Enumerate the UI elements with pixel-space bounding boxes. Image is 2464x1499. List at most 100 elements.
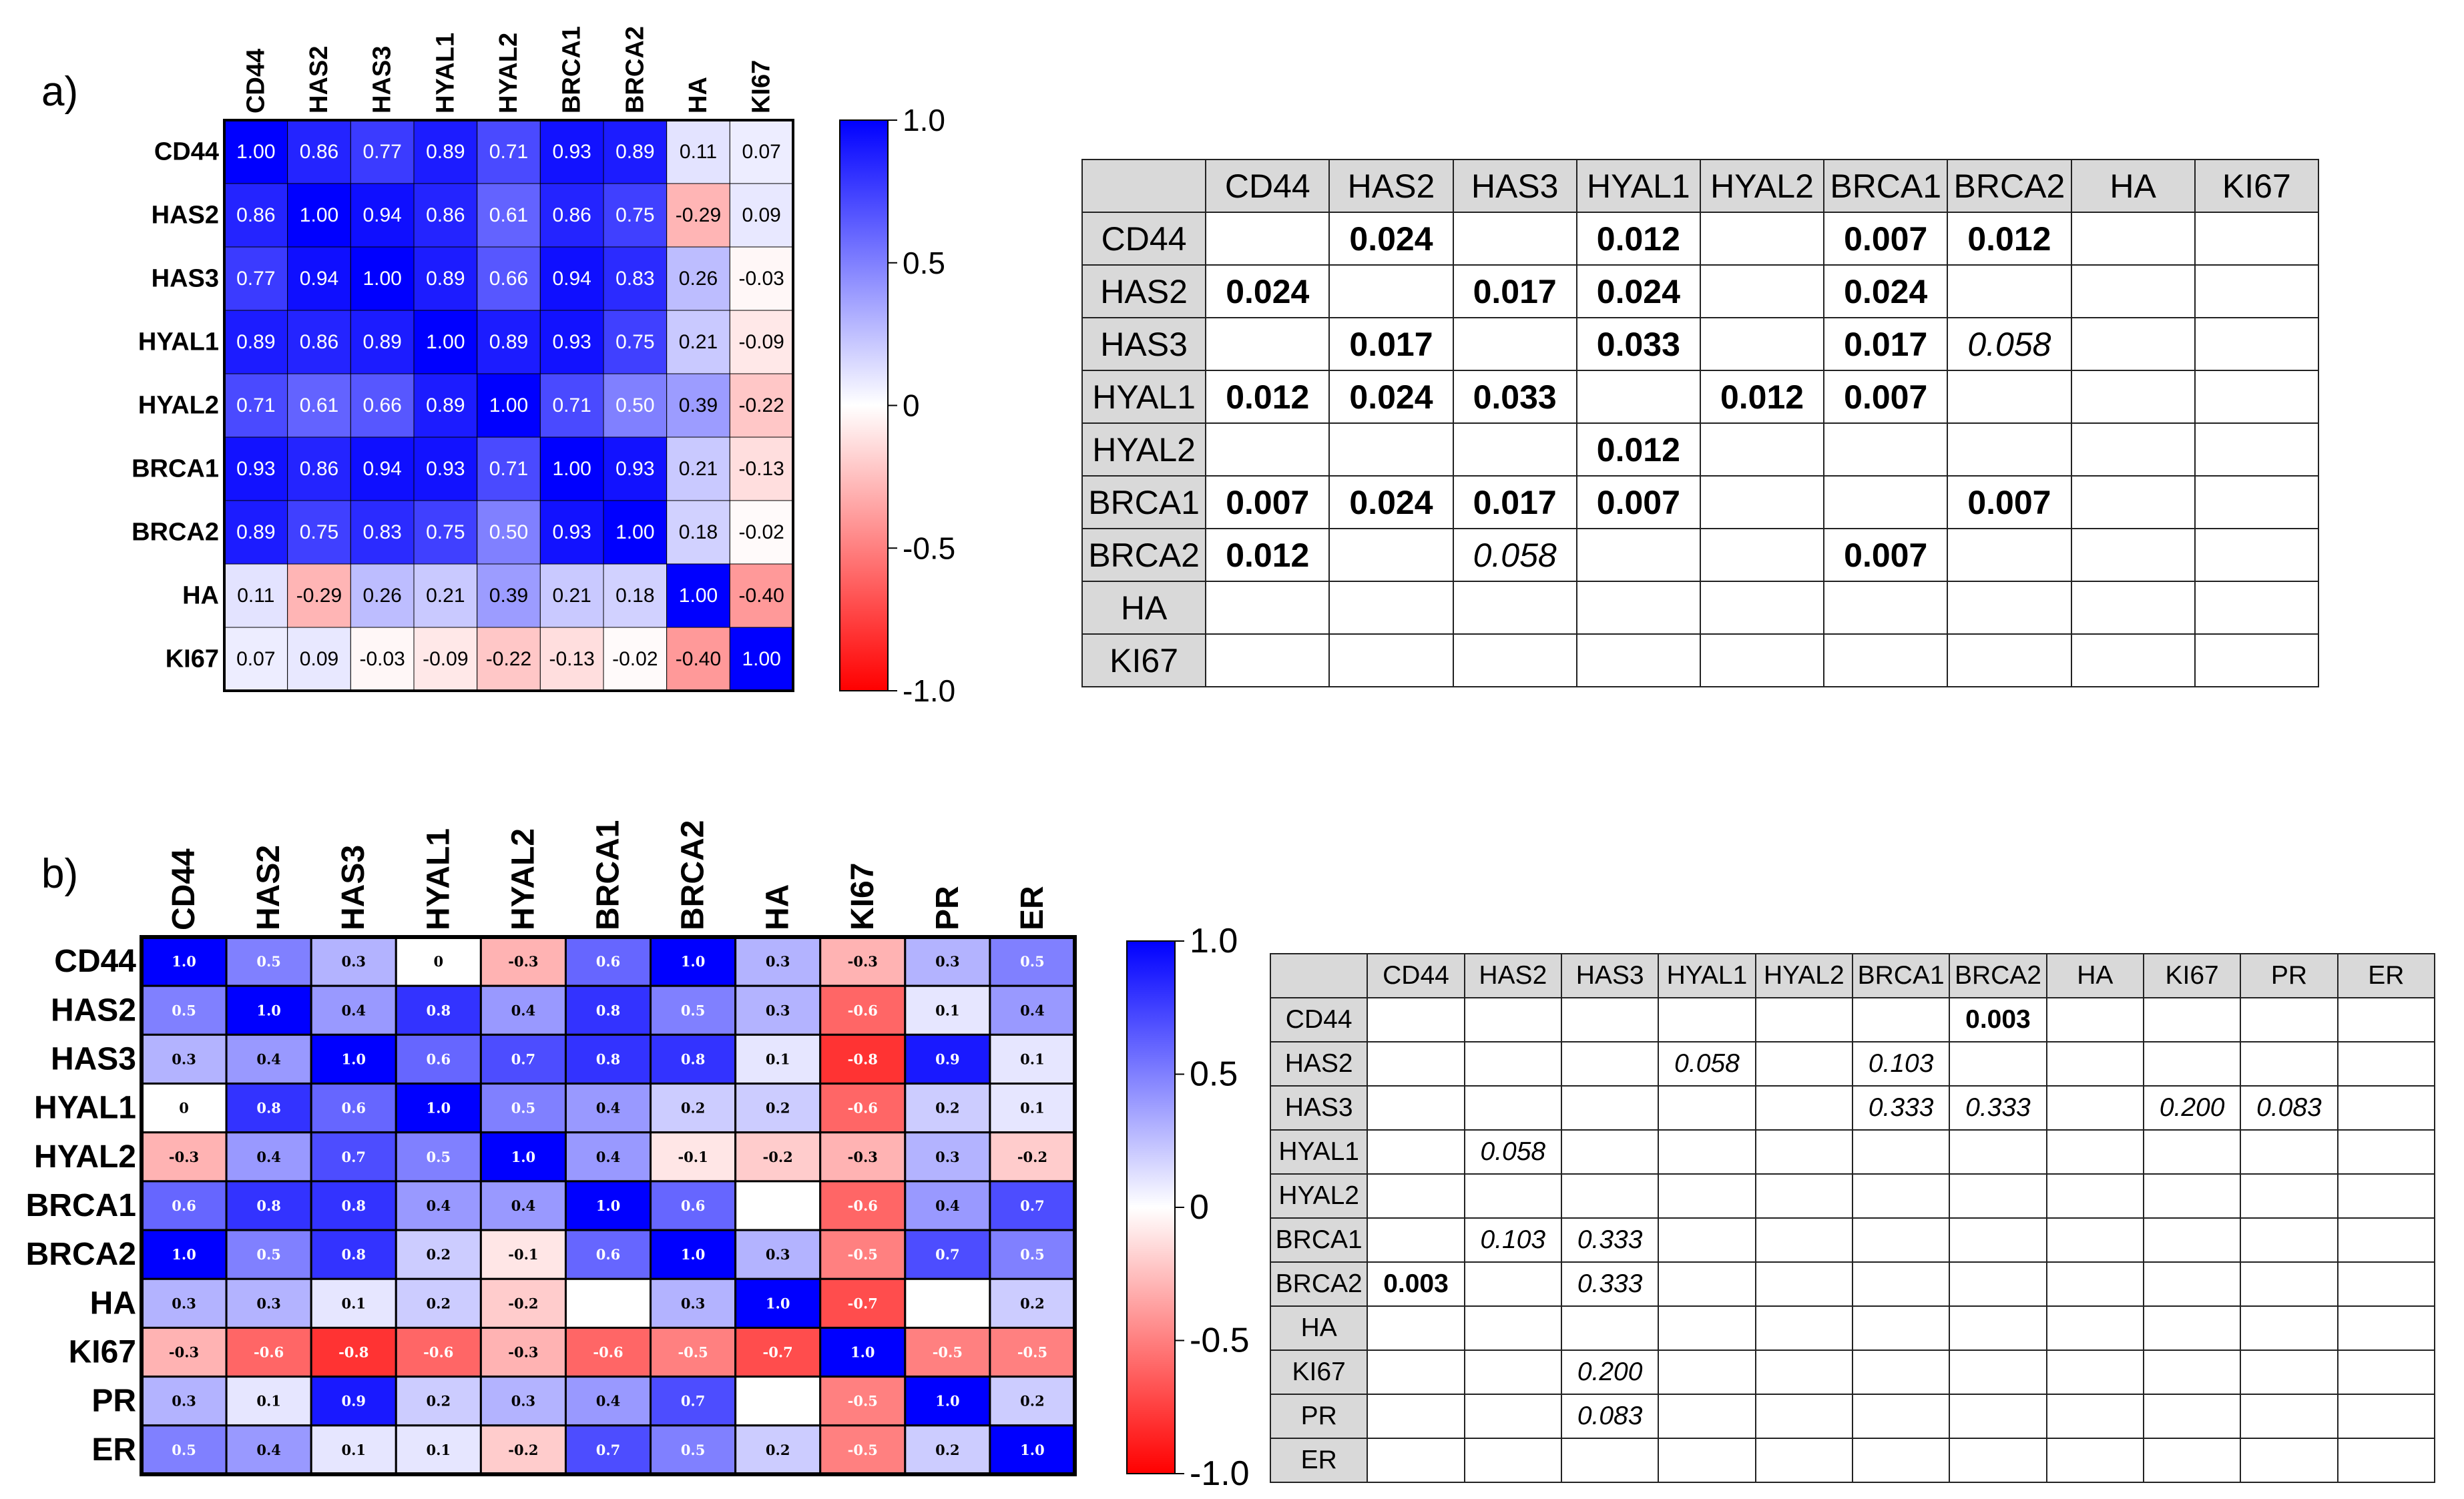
heatmap-cell [479, 1083, 567, 1134]
pvalue-cell [2045, 997, 2144, 1042]
row-header: BRCA2 [1269, 1261, 1369, 1307]
pvalue-cell [2240, 1394, 2338, 1439]
cell-value-label: 0.4 [511, 1002, 536, 1018]
pvalue-cell: 0.007 [1575, 475, 1701, 529]
heatmap-cell [224, 500, 288, 565]
cell-value-label: 0.61 [489, 204, 528, 226]
cell-value-label: 0.39 [489, 585, 528, 607]
heatmap-cell [729, 563, 794, 628]
column-header: HYAL1 [1575, 159, 1701, 213]
cell-value-label: 0.6 [427, 1051, 451, 1067]
cell-value-label: 0.6 [596, 953, 621, 970]
cell-value-label: -0.6 [848, 1002, 878, 1018]
heatmap-cell [140, 1131, 228, 1183]
row-label: CD44 [154, 138, 219, 166]
row-header: HA [1081, 581, 1207, 635]
pvalue-cell [2336, 1394, 2436, 1439]
pvalue-cell [1949, 1305, 2047, 1351]
pvalue-cell [2070, 475, 2196, 529]
pvalue-cell [1463, 997, 1562, 1042]
cell-value-label: -0.03 [738, 268, 784, 290]
cell-value-label: 0.5 [427, 1149, 451, 1165]
colorbar-gradient [839, 119, 889, 691]
column-label: CD44 [166, 848, 202, 930]
cell-value-label: -0.5 [1017, 1344, 1047, 1361]
heatmap-cell [819, 1326, 907, 1378]
pvalue-cell [1560, 1305, 1660, 1351]
pvalue-cell: 0.012 [1575, 212, 1701, 266]
cell-value-label: -0.2 [508, 1295, 538, 1311]
cell-value-label: 1.0 [596, 1197, 621, 1214]
cell-value-label: 0.1 [1020, 1051, 1045, 1067]
pvalue-cell [2336, 1173, 2436, 1219]
cell-value-label: 0.3 [681, 1295, 706, 1311]
pvalue-cell [2336, 1438, 2436, 1483]
heatmap-cell [477, 500, 541, 565]
column-header: HAS3 [1452, 159, 1577, 213]
heatmap-cell [310, 984, 397, 1036]
heatmap-cell [310, 1033, 397, 1085]
cell-value-label: 0.4 [256, 1051, 281, 1067]
cell-value-label: 0.93 [552, 331, 591, 353]
cell-value-label: 0.6 [172, 1197, 196, 1214]
pvalue-cell [1823, 475, 1949, 529]
cell-value-label: 0.09 [300, 648, 338, 670]
pvalue-cell [2194, 633, 2320, 687]
pvalue-cell [1560, 1041, 1660, 1087]
heatmap-cell [225, 1083, 312, 1134]
cell-value-label: 0.86 [300, 141, 338, 163]
row-header: ER [1269, 1438, 1369, 1483]
pvalue-cell: 0.007 [1947, 475, 2072, 529]
pvalue-cell [1949, 1261, 2047, 1307]
pvalue-cell [1949, 1394, 2047, 1439]
cell-value-label: -0.09 [738, 331, 784, 353]
cell-value-label: 1.00 [742, 648, 780, 670]
pvalue-cell [1367, 1129, 1465, 1175]
cell-value-label: 0.8 [341, 1246, 366, 1263]
cell-value-label: 0.26 [679, 268, 718, 290]
heatmap-cell [564, 1376, 652, 1427]
cell-value-label: -0.2 [763, 1149, 793, 1165]
cell-value-label: 0.93 [236, 458, 275, 480]
heatmap-b: 1.0 0.5 0.3 0 -0.3 0.6 1.0 0.3 -0.3 0.3 0.5 0.5 1.0 0… [26, 820, 1077, 1476]
pvalue-cell [1575, 633, 1701, 687]
pvalue-cell [2142, 1350, 2242, 1395]
cell-value-label: 0.93 [552, 521, 591, 543]
pvalue-cell [1947, 581, 2072, 635]
pvalue-cell: 0.200 [2142, 1085, 2242, 1131]
colorbar-tick-label: 0.5 [903, 246, 945, 280]
cell-value-label: 1.0 [766, 1295, 790, 1311]
pvalue-cell [2194, 212, 2320, 266]
table-row: HAS3 0.017 0.033 0.017 0.058 [1081, 317, 2320, 371]
heatmap-cell [224, 183, 288, 248]
cell-value-label: 0.75 [615, 204, 654, 226]
heatmap-cell [564, 984, 652, 1036]
row-label: KI67 [69, 1335, 136, 1370]
heatmap-cell [140, 1033, 228, 1085]
row-header: HYAL2 [1081, 422, 1207, 477]
row-label: HYAL1 [34, 1091, 136, 1126]
cell-value-label: 1.00 [236, 141, 275, 163]
cell-value-label: 0.2 [935, 1100, 960, 1117]
cell-value-label: 0.50 [615, 394, 654, 416]
row-label: HYAL1 [138, 328, 219, 356]
heatmap-cell [477, 563, 541, 628]
heatmap-cell [395, 1277, 482, 1329]
row-header: CD44 [1269, 997, 1369, 1042]
pvalue-cell: 0.058 [1947, 317, 2072, 371]
row-label: ER [91, 1432, 136, 1468]
cell-value-label: 0.21 [679, 331, 718, 353]
pvalue-cell [1658, 1438, 1756, 1483]
cell-value-label: 0.1 [341, 1442, 366, 1458]
column-header: BRCA1 [1823, 159, 1949, 213]
table-corner [1269, 953, 1369, 998]
cell-value-label: 0.8 [681, 1051, 706, 1067]
column-header: CD44 [1367, 953, 1465, 998]
pvalue-cell [1754, 1394, 1853, 1439]
column-label: HYAL1 [431, 33, 459, 113]
heatmap-cell [650, 1033, 737, 1085]
table-row: BRCA2 0.012 0.058 0.007 [1081, 528, 2320, 582]
cell-value-label: -0.5 [678, 1344, 708, 1361]
pvalue-cell [2045, 1438, 2144, 1483]
row-label: HAS2 [152, 202, 219, 230]
